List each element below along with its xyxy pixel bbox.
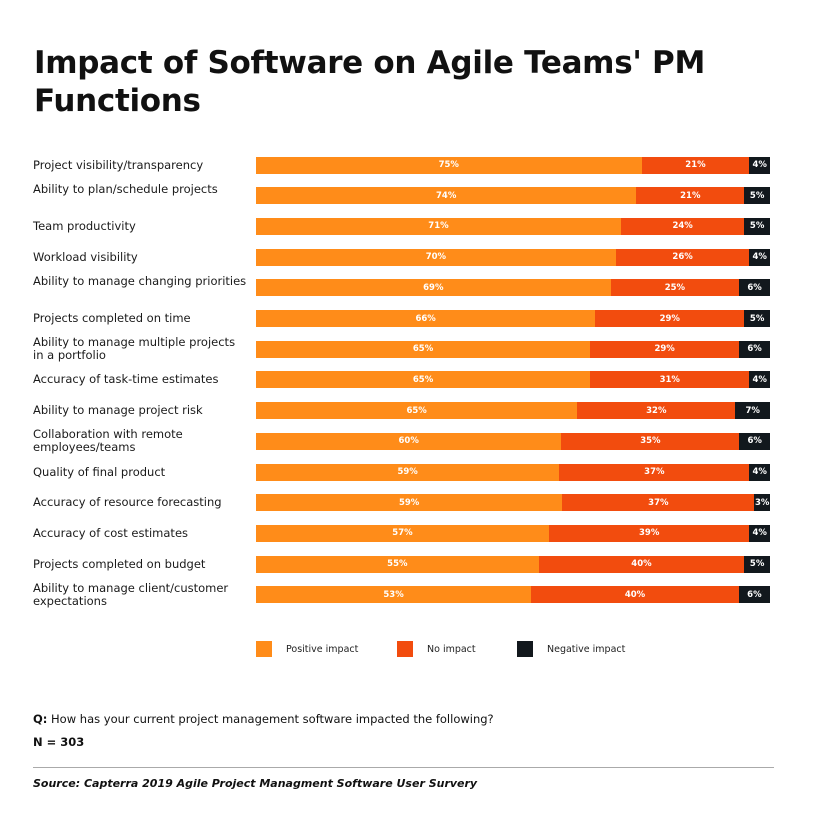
stacked-bar: 65% 32% 7% xyxy=(256,402,770,420)
bar-segment-positive-impact: 65% xyxy=(256,402,578,420)
bar-segment-no-impact: 40% xyxy=(538,555,745,573)
bar-segment-positive-impact: 69% xyxy=(256,279,611,297)
bar-segment-no-impact: 31% xyxy=(590,371,750,389)
bar-segment-no-impact: 26% xyxy=(615,248,750,266)
category-label: Quality of final product xyxy=(33,464,166,479)
legend-item: No impact xyxy=(397,641,476,657)
category-label: Projects completed on time xyxy=(33,311,191,325)
legend-label: Negative impact xyxy=(547,643,626,655)
bar-segment-positive-impact: 71% xyxy=(256,217,621,235)
stacked-bar: 55% 40% 5% xyxy=(256,555,770,573)
bar-segment-no-impact: 21% xyxy=(636,187,745,205)
category-label: Project visibility/transparency xyxy=(33,157,204,172)
bar-segment-no-impact: 37% xyxy=(559,463,750,481)
bar-segment-negative-impact: 5% xyxy=(744,217,770,235)
bar-segment-negative-impact: 6% xyxy=(739,279,770,297)
divider xyxy=(33,767,774,768)
legend-swatch xyxy=(517,641,533,657)
bar-segment-negative-impact: 4% xyxy=(749,248,770,266)
legend-item: Negative impact xyxy=(517,641,625,657)
stacked-bar: 74% 21% 5% xyxy=(256,187,770,205)
bar-segment-no-impact: 39% xyxy=(548,524,750,542)
category-label: Accuracy of cost estimates xyxy=(33,525,189,540)
bar-segment-positive-impact: 53% xyxy=(256,586,532,604)
bar-segment-positive-impact: 59% xyxy=(256,494,563,512)
stacked-bar: 59% 37% 3% xyxy=(256,494,770,512)
source-note: Source: Capterra 2019 Agile Project Mana… xyxy=(33,777,478,790)
bar-segment-negative-impact: 4% xyxy=(749,524,770,542)
bar-segment-negative-impact: 4% xyxy=(749,156,770,174)
bar-segment-positive-impact: 75% xyxy=(256,156,642,174)
bar-segment-negative-impact: 5% xyxy=(744,187,770,205)
stacked-bar: 70% 26% 4% xyxy=(256,248,770,266)
chart-title: Impact of Software on Agile Teams' PM Fu… xyxy=(34,45,705,119)
sample-size: N = 303 xyxy=(33,735,85,749)
category-label: Ability to manage project risk xyxy=(33,403,203,418)
category-label: Workload visibility xyxy=(33,249,138,264)
legend-swatch xyxy=(397,641,413,657)
bar-segment-positive-impact: 65% xyxy=(256,371,591,389)
stacked-bar: 59% 37% 4% xyxy=(256,463,770,481)
bar-segment-no-impact: 21% xyxy=(641,156,750,174)
category-label: Ability to manage multiple projects in a… xyxy=(33,335,236,363)
category-label: Ability to manage changing priorities xyxy=(33,273,247,288)
bar-segment-negative-impact: 3% xyxy=(754,494,770,512)
bar-segment-positive-impact: 65% xyxy=(256,340,591,358)
bar-segment-negative-impact: 4% xyxy=(749,463,770,481)
bar-segment-positive-impact: 55% xyxy=(256,555,539,573)
stacked-bar: 53% 40% 6% xyxy=(256,586,770,604)
bar-segment-positive-impact: 66% xyxy=(256,310,596,327)
stacked-bar: 75% 21% 4% xyxy=(256,156,770,174)
bar-segment-no-impact: 32% xyxy=(577,402,736,420)
stacked-bar: 66% 29% 5% xyxy=(256,310,770,327)
legend-item: Positive impact xyxy=(256,641,358,657)
bar-segment-no-impact: 40% xyxy=(531,586,739,604)
bar-segment-positive-impact: 57% xyxy=(256,524,549,542)
stacked-bar: 69% 25% 6% xyxy=(256,279,770,297)
legend-label: Positive impact xyxy=(286,643,359,655)
bar-segment-no-impact: 35% xyxy=(561,432,740,450)
category-label: Accuracy of task-time estimates xyxy=(33,372,219,387)
bar-segment-no-impact: 37% xyxy=(562,494,755,512)
bar-segment-negative-impact: 5% xyxy=(744,555,770,573)
category-label: Team productivity xyxy=(33,218,136,233)
category-label: Accuracy of resource forecasting xyxy=(33,495,222,510)
bar-segment-positive-impact: 59% xyxy=(256,463,560,481)
legend-swatch xyxy=(256,641,272,657)
category-label: Collaboration with remote employees/team… xyxy=(33,427,183,455)
bar-segment-no-impact: 24% xyxy=(620,217,745,235)
stacked-bar: 71% 24% 5% xyxy=(256,217,770,235)
bar-segment-positive-impact: 74% xyxy=(256,187,637,205)
bar-segment-no-impact: 29% xyxy=(595,310,745,327)
stacked-bar: 65% 31% 4% xyxy=(256,371,770,389)
question-prefix: Q: xyxy=(33,712,48,726)
bar-segment-negative-impact: 6% xyxy=(738,586,770,604)
bar-segment-no-impact: 25% xyxy=(610,279,740,297)
stacked-bar: 65% 29% 6% xyxy=(256,340,770,358)
bar-segment-no-impact: 29% xyxy=(590,340,740,358)
question-text: How has your current project management … xyxy=(47,712,494,726)
bar-segment-negative-impact: 5% xyxy=(744,310,770,327)
stacked-bar: 60% 35% 6% xyxy=(256,432,770,450)
bar-segment-positive-impact: 60% xyxy=(256,432,562,450)
legend-label: No impact xyxy=(427,643,476,655)
survey-question: Q: How has your current project manageme… xyxy=(33,712,494,726)
bar-segment-negative-impact: 7% xyxy=(735,402,770,420)
bar-segment-positive-impact: 70% xyxy=(256,248,616,266)
bar-segment-negative-impact: 6% xyxy=(739,340,770,358)
bar-segment-negative-impact: 6% xyxy=(739,432,770,450)
bar-segment-negative-impact: 4% xyxy=(749,371,770,389)
category-label: Ability to plan/schedule projects xyxy=(33,181,218,196)
category-label: Projects completed on budget xyxy=(33,556,206,571)
stacked-bar: 57% 39% 4% xyxy=(256,524,770,542)
category-label: Ability to manage client/customer expect… xyxy=(33,580,229,608)
